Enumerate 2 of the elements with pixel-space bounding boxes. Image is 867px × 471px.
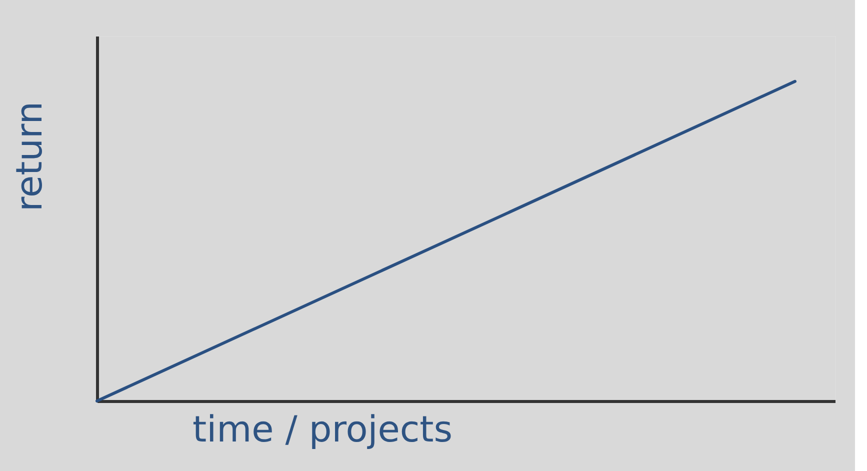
y-axis-title: return — [10, 101, 50, 212]
x-axis-title: time / projects — [192, 410, 453, 450]
